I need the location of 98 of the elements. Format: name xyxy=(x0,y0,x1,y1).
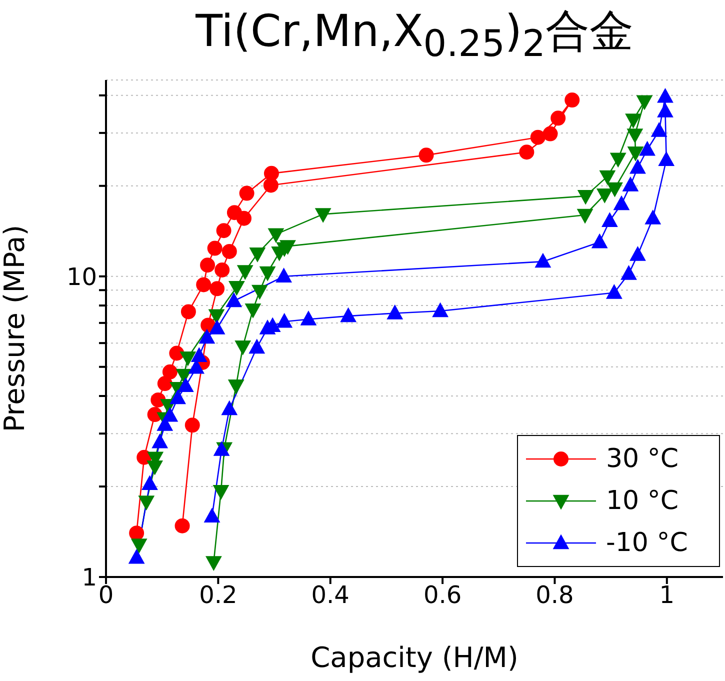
y-axis-title: Pressure (MPa) xyxy=(0,224,31,432)
point xyxy=(250,248,266,262)
point xyxy=(620,266,637,280)
point xyxy=(625,114,642,128)
point xyxy=(174,518,190,534)
point xyxy=(222,400,238,416)
point xyxy=(300,311,316,326)
point xyxy=(180,304,196,320)
point xyxy=(249,339,265,354)
point xyxy=(614,196,630,210)
point xyxy=(630,246,646,261)
point xyxy=(209,320,225,334)
point xyxy=(228,281,245,296)
point xyxy=(162,407,178,422)
point xyxy=(236,210,252,226)
point xyxy=(239,186,254,201)
point xyxy=(340,308,356,322)
point xyxy=(222,244,237,259)
point xyxy=(210,281,225,296)
point xyxy=(535,253,551,268)
point xyxy=(578,190,594,204)
point xyxy=(162,364,178,380)
point xyxy=(128,549,144,564)
point xyxy=(530,130,546,145)
point xyxy=(630,159,646,174)
point xyxy=(199,329,215,344)
point xyxy=(596,188,612,203)
point xyxy=(208,309,224,324)
point xyxy=(564,92,580,108)
point xyxy=(200,258,216,273)
point xyxy=(263,178,278,193)
point xyxy=(228,380,244,394)
x-axis-title: Capacity (H/M) xyxy=(310,641,518,674)
point xyxy=(268,228,284,243)
point xyxy=(276,268,292,282)
chart-title: Ti(Cr,Mn,X$_{0.25}$)$_{2}$合金 xyxy=(194,5,634,65)
point xyxy=(610,152,626,168)
point xyxy=(237,265,253,280)
point xyxy=(170,390,186,404)
point xyxy=(142,476,158,490)
point xyxy=(645,210,661,224)
point xyxy=(252,284,268,300)
point xyxy=(519,144,534,160)
point xyxy=(627,128,643,143)
point xyxy=(207,240,222,256)
point xyxy=(131,538,147,553)
legend-label: -10 °C xyxy=(606,528,688,558)
point xyxy=(542,126,558,142)
point xyxy=(178,378,194,392)
point xyxy=(606,182,623,197)
point xyxy=(138,496,154,510)
point xyxy=(216,223,232,238)
point xyxy=(600,170,616,185)
x-tick-label: 1 xyxy=(659,581,675,610)
point xyxy=(213,485,229,500)
point xyxy=(639,141,656,156)
point xyxy=(657,88,674,103)
point xyxy=(129,526,144,541)
point xyxy=(260,266,276,281)
point xyxy=(180,351,196,366)
point xyxy=(214,262,230,278)
point xyxy=(550,110,566,126)
y-tick-label: 10 xyxy=(66,262,97,291)
point xyxy=(432,302,448,318)
point xyxy=(276,313,292,328)
point xyxy=(226,292,242,308)
point xyxy=(152,434,168,448)
point xyxy=(606,284,622,299)
point xyxy=(418,148,434,163)
point xyxy=(602,212,618,227)
point xyxy=(206,556,222,570)
point xyxy=(184,418,200,433)
x-tick-label: 0.8 xyxy=(536,581,574,610)
x-tick-label: 0.6 xyxy=(423,581,462,610)
point xyxy=(657,103,674,118)
point xyxy=(245,304,261,318)
point xyxy=(260,320,276,334)
point xyxy=(235,340,251,355)
point xyxy=(169,346,184,361)
point xyxy=(592,234,608,248)
point xyxy=(191,348,207,362)
point xyxy=(658,152,674,166)
point xyxy=(636,95,652,110)
x-tick-label: 0.4 xyxy=(311,581,350,610)
point xyxy=(196,277,212,292)
x-tick-label: 0.2 xyxy=(199,581,238,610)
legend-label: 10 °C xyxy=(606,486,679,516)
point xyxy=(157,376,172,392)
point xyxy=(387,305,403,320)
legend-label: 30 °C xyxy=(606,444,679,474)
point xyxy=(622,177,638,192)
point xyxy=(651,122,667,137)
point xyxy=(214,442,230,456)
point xyxy=(577,208,593,224)
point xyxy=(204,508,220,523)
point xyxy=(315,208,331,222)
point xyxy=(628,146,644,161)
x-tick-label: 0 xyxy=(98,581,114,610)
